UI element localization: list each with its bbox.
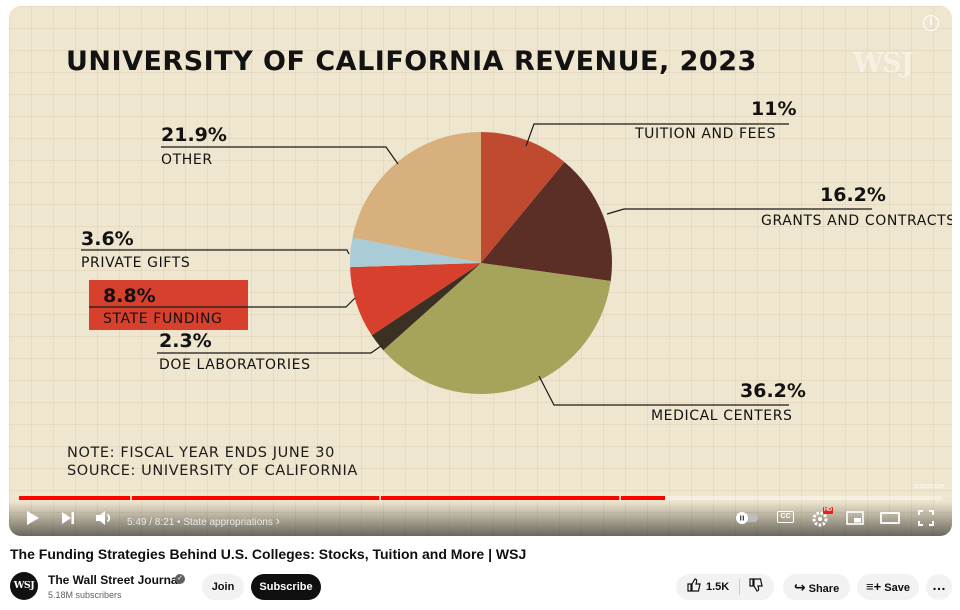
note-line: NOTE: FISCAL YEAR ENDS JUNE 30: [67, 445, 335, 461]
video-player[interactable]: i UNIVERSITY OF CALIFORNIA REVENUE, 2023…: [9, 6, 952, 536]
channel-name[interactable]: The Wall Street Journal: [48, 573, 181, 587]
leader-line-private: [81, 249, 350, 255]
pct-tuition: 11%: [751, 98, 797, 120]
settings-icon[interactable]: [811, 509, 833, 527]
share-label: Share: [808, 583, 840, 595]
subscribe-watermark[interactable]: subscribe: [914, 483, 944, 490]
subscribe-button[interactable]: Subscribe: [251, 574, 321, 600]
theater-icon[interactable]: [880, 512, 900, 524]
pie-slice-other: [352, 132, 481, 263]
pie-slice-tuition-and-fees: [481, 132, 565, 263]
miniplayer-icon[interactable]: [846, 511, 864, 525]
leader-line-doe: [157, 345, 382, 354]
share-button[interactable]: ↪ Share: [783, 574, 850, 600]
autoplay-toggle-icon[interactable]: [735, 511, 759, 525]
leader-line-state: [89, 297, 356, 308]
like-dislike-group: 1.5K: [676, 574, 774, 600]
save-button[interactable]: ≡+ Save: [857, 574, 919, 600]
volume-icon[interactable]: [95, 510, 113, 526]
label-doe: DOE LABORATORIES: [159, 357, 311, 373]
label-grants: GRANTS AND CONTRACTS: [761, 213, 952, 230]
label-other: OTHER: [161, 152, 213, 168]
info-icon[interactable]: i: [923, 15, 939, 31]
time-display: 5:49 / 8:21 • State appropriations ›: [127, 513, 280, 528]
progress-bar[interactable]: [19, 496, 942, 500]
leader-line-grants: [606, 208, 872, 215]
label-grants-text: GRANTS AND CONTRACTS: [761, 213, 952, 229]
progress-fill: [19, 496, 666, 500]
captions-icon[interactable]: CC: [777, 511, 794, 523]
pie-slice-state-funding: [350, 263, 481, 336]
hd-badge: HD: [823, 507, 833, 514]
chapter-marker: [129, 496, 132, 500]
save-label: Save: [884, 582, 910, 594]
leader-line-medical: [538, 375, 789, 406]
leader-line-tuition: [525, 123, 789, 147]
separator-dot: •: [177, 517, 184, 528]
source-line: SOURCE: UNIVERSITY OF CALIFORNIA: [67, 463, 358, 479]
pie-slice-medical-centers: [383, 263, 611, 394]
more-options-icon[interactable]: …: [926, 574, 952, 600]
like-divider: [739, 579, 740, 595]
pct-state: 8.8%: [103, 285, 156, 307]
pct-private: 3.6%: [81, 228, 134, 250]
leader-line-other: [161, 146, 399, 165]
save-playlist-icon: ≡+: [866, 579, 882, 594]
verified-icon: ✓: [175, 574, 185, 584]
chart-footnote: NOTE: FISCAL YEAR ENDS JUNE 30 SOURCE: U…: [67, 444, 358, 480]
subscriber-count: 5.18M subscribers: [48, 590, 122, 600]
pct-other: 21.9%: [161, 124, 227, 146]
avatar[interactable]: WSJ: [10, 572, 38, 600]
thumbs-down-icon[interactable]: [749, 574, 763, 600]
video-title: The Funding Strategies Behind U.S. Colle…: [10, 546, 527, 562]
join-button[interactable]: Join: [202, 574, 244, 600]
pct-medical: 36.2%: [740, 380, 806, 402]
label-tuition: TUITION AND FEES: [635, 126, 777, 142]
state-funding-highlight: [89, 280, 248, 330]
label-private: PRIVATE GIFTS: [81, 255, 191, 271]
label-state: STATE FUNDING: [103, 311, 223, 327]
thumbs-up-icon[interactable]: [687, 574, 701, 600]
time-text: 5:49 / 8:21: [127, 517, 175, 528]
pct-grants: 16.2%: [820, 184, 886, 206]
pct-doe: 2.3%: [159, 330, 212, 352]
wsj-watermark-logo: WSJ: [853, 48, 914, 79]
chart-title: UNIVERSITY OF CALIFORNIA REVENUE, 2023: [66, 46, 757, 77]
pie-slice-grants-and-contracts: [481, 162, 612, 282]
label-medical: MEDICAL CENTERS: [651, 408, 793, 424]
share-icon: ↪: [793, 579, 806, 595]
pie-slice-private-gifts: [350, 237, 481, 268]
chapter-title[interactable]: State appropriations: [183, 517, 273, 528]
pie-chart: [81, 123, 872, 406]
like-count[interactable]: 1.5K: [706, 581, 730, 593]
fullscreen-icon[interactable]: [918, 510, 934, 526]
video-info: The Funding Strategies Behind U.S. Colle…: [0, 536, 960, 610]
chapter-marker: [618, 496, 621, 500]
play-icon[interactable]: [26, 510, 40, 526]
next-icon[interactable]: [61, 511, 75, 525]
chapter-marker: [378, 496, 381, 500]
pie-slice-doe-laboratories: [371, 263, 481, 351]
player-controls: 5:49 / 8:21 • State appropriations › CC …: [9, 501, 952, 536]
chevron-right-icon[interactable]: ›: [275, 513, 280, 528]
